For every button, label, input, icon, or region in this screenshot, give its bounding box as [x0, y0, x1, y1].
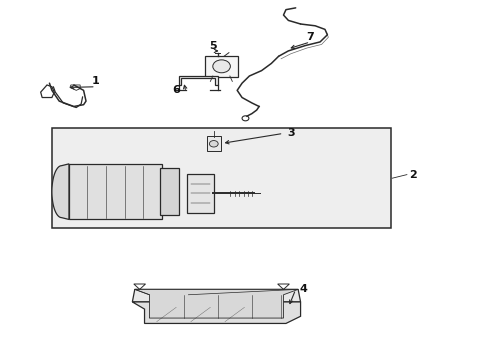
- Text: 7: 7: [306, 32, 314, 41]
- Text: 6: 6: [172, 85, 180, 95]
- Polygon shape: [132, 302, 300, 323]
- Text: 2: 2: [408, 170, 416, 180]
- Text: 4: 4: [299, 284, 306, 294]
- Polygon shape: [132, 289, 300, 302]
- Circle shape: [209, 140, 218, 147]
- Polygon shape: [52, 164, 69, 220]
- Bar: [69, 164, 161, 220]
- FancyBboxPatch shape: [206, 136, 221, 151]
- Text: 3: 3: [286, 129, 294, 138]
- FancyBboxPatch shape: [186, 174, 214, 213]
- Bar: [52, 128, 390, 228]
- FancyBboxPatch shape: [160, 168, 178, 215]
- Text: 5: 5: [208, 41, 216, 50]
- Polygon shape: [135, 289, 298, 318]
- Polygon shape: [178, 76, 217, 85]
- FancyBboxPatch shape: [204, 55, 238, 77]
- Circle shape: [212, 60, 230, 73]
- Text: 1: 1: [92, 76, 100, 86]
